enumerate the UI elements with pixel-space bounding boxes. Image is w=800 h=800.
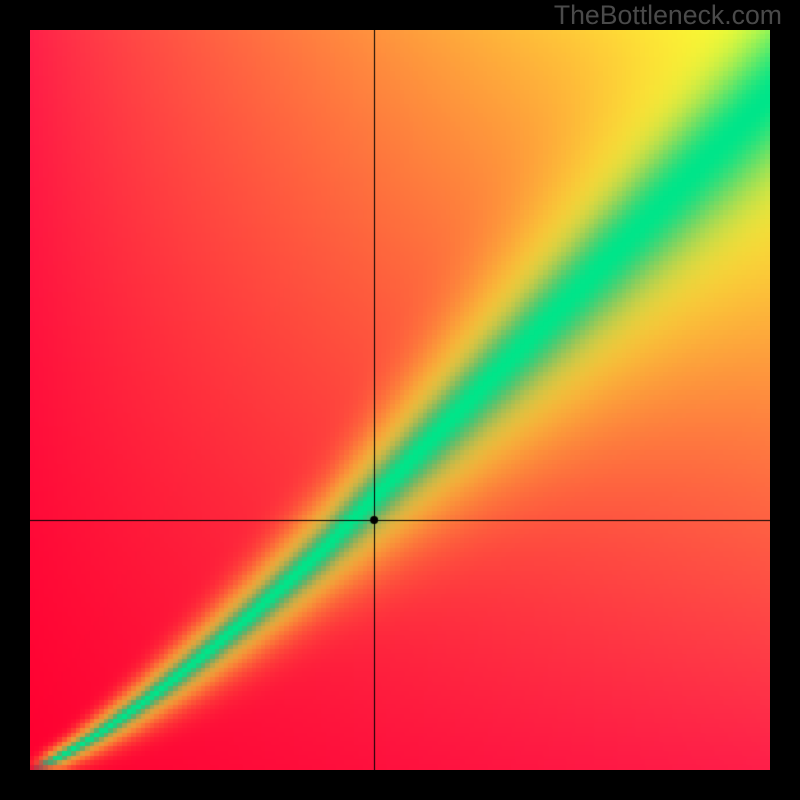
heatmap-canvas xyxy=(30,30,770,770)
heatmap-plot xyxy=(30,30,770,770)
watermark-text: TheBottleneck.com xyxy=(554,0,782,31)
